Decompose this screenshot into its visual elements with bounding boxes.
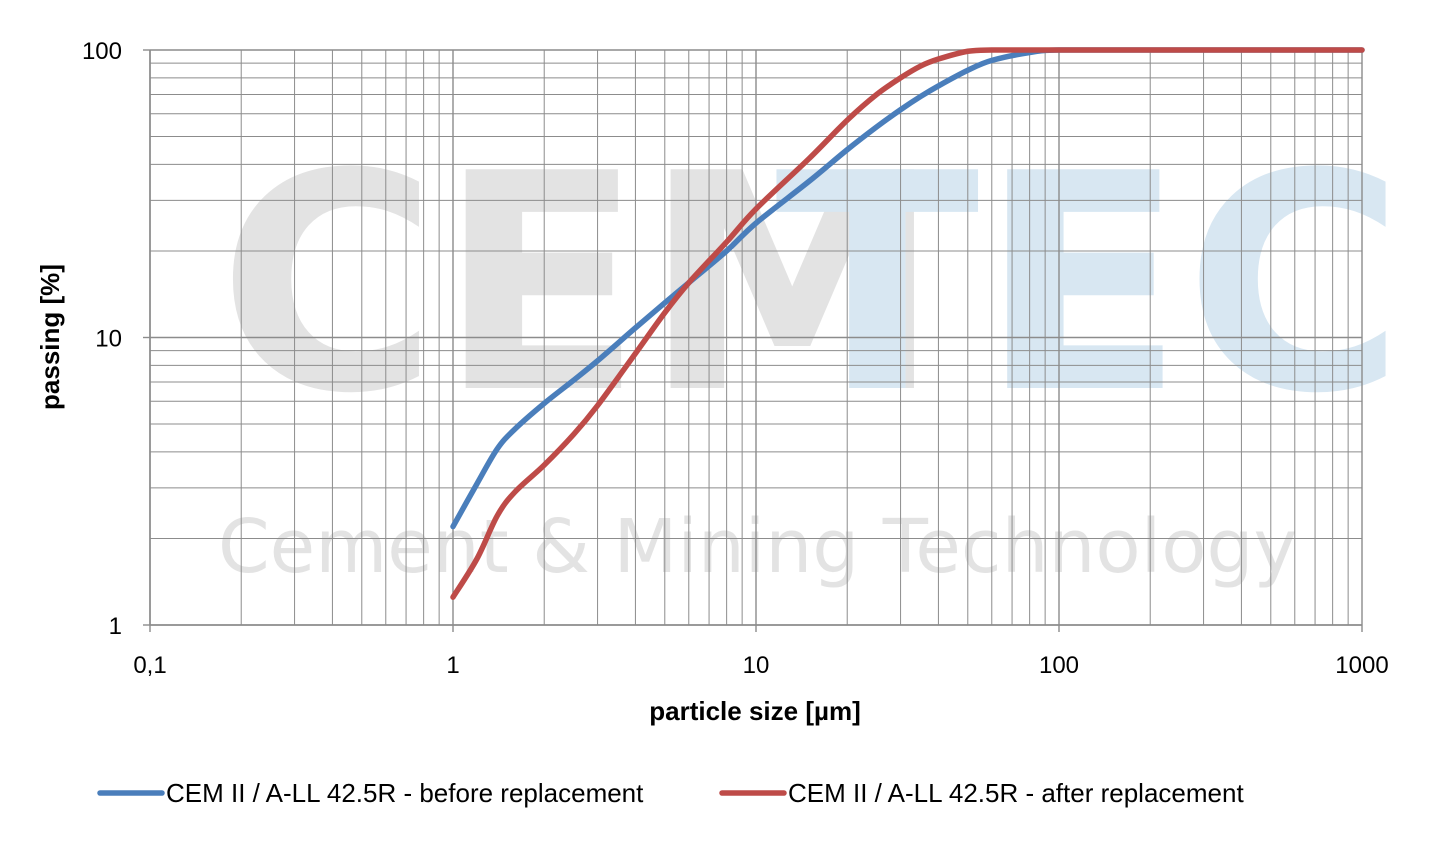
x-tick-label: 0,1	[133, 652, 166, 679]
legend-label-1: CEM II / A-LL 42.5R - before replacement	[166, 778, 644, 808]
x-tick-label: 1000	[1335, 652, 1388, 679]
series-line-2	[450, 47, 1365, 600]
watermark-tec: TEC	[775, 110, 1405, 459]
legend-label-2: CEM II / A-LL 42.5R - after replacement	[788, 778, 1244, 808]
y-tick-label: 10	[95, 326, 122, 353]
x-tick-label: 100	[1039, 652, 1079, 679]
y-tick-label: 100	[82, 38, 122, 65]
x-tick-label: 10	[743, 652, 770, 679]
axes	[143, 49, 1363, 632]
y-tick-labels: 1 10 100	[82, 38, 122, 640]
legend: CEM II / A-LL 42.5R - before replacement…	[97, 778, 1244, 808]
x-tick-label: 1	[446, 652, 459, 679]
series-lines	[450, 47, 1365, 600]
y-tick-label: 1	[109, 613, 122, 640]
x-tick-labels: 0,1 1 10 100 1000	[133, 652, 1388, 679]
y-axis-title: passing [%]	[35, 264, 65, 410]
x-axis-title: particle size [µm]	[649, 696, 861, 726]
watermark-subtitle: Cement & Mining Technology	[218, 504, 1297, 590]
